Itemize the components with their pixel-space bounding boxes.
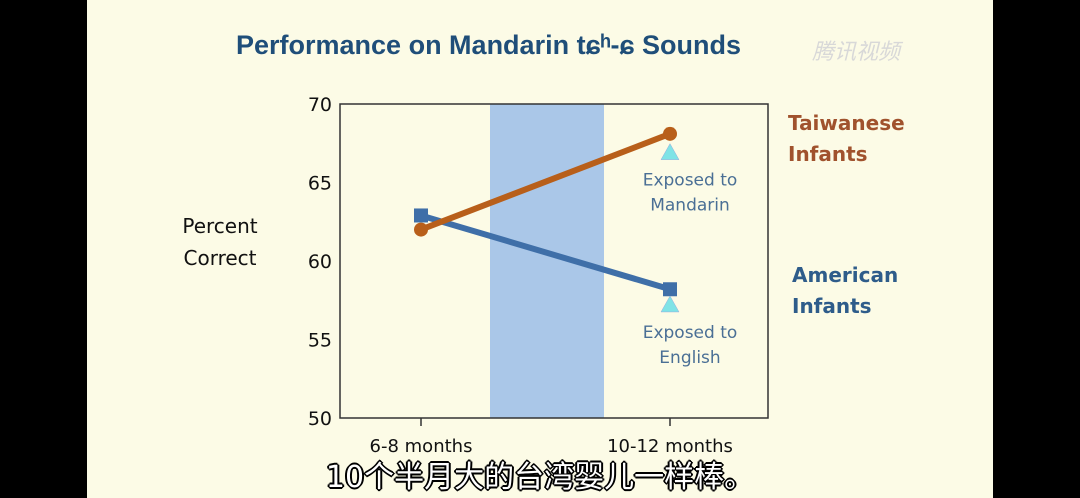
y-tick-label: 65 (308, 173, 332, 195)
chart-title: Performance on Mandarin tɕʰ-ɕ Sounds (236, 30, 742, 60)
video-subtitle: 10个半月大的台湾婴儿一样棒。 (325, 460, 755, 495)
data-point-american (663, 282, 677, 297)
data-point-taiwanese (414, 222, 428, 237)
x-tick-label: 6-8 months (370, 436, 473, 457)
legend-taiwanese-line1: Taiwanese (788, 111, 905, 135)
y-tick-label: 60 (308, 251, 332, 273)
plot-frame (339, 103, 769, 419)
triangle-marker (660, 143, 680, 160)
y-tick-label: 50 (308, 408, 332, 430)
watermark-logo: 腾讯视频 (812, 40, 901, 65)
shaded-band (490, 104, 604, 418)
annotation-line1: Exposed to (643, 171, 738, 191)
legend-american-line2: Infants (792, 294, 872, 318)
legend-american: American Infants (792, 260, 898, 322)
y-tick-label: 70 (308, 94, 332, 116)
annotation-line2: English (659, 348, 720, 368)
annotation-line2: Mandarin (650, 196, 730, 216)
legend-american-line1: American (792, 263, 899, 287)
y-tick-label: 55 (308, 330, 332, 352)
data-point-american (414, 208, 428, 223)
legend-taiwanese: Taiwanese Infants (788, 108, 905, 170)
legend-taiwanese-line2: Infants (788, 142, 868, 166)
triangle-marker (660, 295, 680, 313)
x-tick-label: 10-12 months (607, 436, 733, 457)
series-line-american (420, 212, 671, 293)
series-line-taiwanese (419, 131, 672, 233)
annotation-line1: Exposed to (643, 323, 738, 343)
y-axis-label: Percent Correct (182, 214, 258, 270)
data-point-taiwanese (663, 126, 677, 141)
